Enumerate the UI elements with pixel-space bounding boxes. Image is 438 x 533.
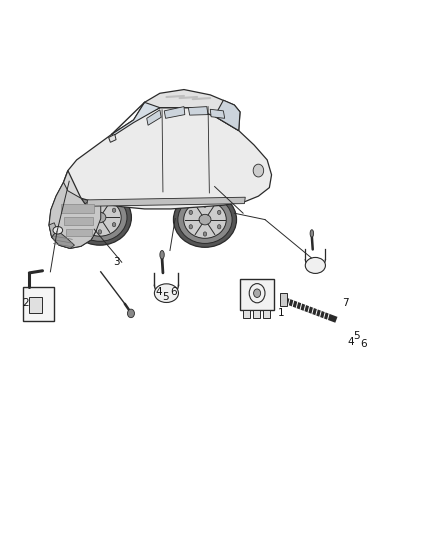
Ellipse shape bbox=[199, 214, 211, 225]
FancyBboxPatch shape bbox=[23, 287, 54, 321]
Ellipse shape bbox=[68, 190, 131, 245]
Polygon shape bbox=[147, 110, 161, 125]
Polygon shape bbox=[49, 182, 101, 248]
Circle shape bbox=[98, 230, 102, 234]
Text: 3: 3 bbox=[113, 257, 120, 267]
Polygon shape bbox=[66, 229, 92, 236]
Text: 5: 5 bbox=[162, 292, 169, 302]
Circle shape bbox=[189, 210, 193, 214]
Circle shape bbox=[112, 208, 116, 212]
Polygon shape bbox=[215, 100, 240, 131]
Text: 6: 6 bbox=[170, 287, 177, 296]
Text: 7: 7 bbox=[342, 298, 348, 308]
Ellipse shape bbox=[160, 251, 164, 259]
Circle shape bbox=[112, 223, 116, 227]
Circle shape bbox=[127, 309, 134, 318]
Text: 6: 6 bbox=[360, 339, 367, 349]
Circle shape bbox=[217, 210, 221, 214]
Ellipse shape bbox=[94, 212, 106, 223]
Polygon shape bbox=[134, 90, 240, 131]
Polygon shape bbox=[49, 223, 57, 237]
Circle shape bbox=[203, 203, 207, 207]
FancyBboxPatch shape bbox=[253, 310, 260, 318]
Ellipse shape bbox=[305, 257, 325, 273]
Ellipse shape bbox=[78, 199, 121, 236]
Polygon shape bbox=[112, 102, 160, 136]
Polygon shape bbox=[109, 134, 116, 142]
Polygon shape bbox=[49, 171, 96, 248]
Text: 1: 1 bbox=[278, 308, 285, 318]
Polygon shape bbox=[64, 108, 272, 209]
FancyBboxPatch shape bbox=[29, 297, 42, 313]
Ellipse shape bbox=[173, 192, 237, 247]
Circle shape bbox=[253, 164, 264, 177]
Text: 4: 4 bbox=[155, 287, 162, 296]
Ellipse shape bbox=[73, 193, 127, 241]
FancyBboxPatch shape bbox=[280, 293, 287, 306]
Ellipse shape bbox=[184, 201, 226, 238]
Polygon shape bbox=[52, 230, 74, 248]
Text: 5: 5 bbox=[353, 331, 360, 341]
Circle shape bbox=[189, 225, 193, 229]
Circle shape bbox=[254, 289, 261, 297]
FancyBboxPatch shape bbox=[243, 310, 250, 318]
Ellipse shape bbox=[154, 284, 178, 303]
Circle shape bbox=[84, 208, 88, 212]
Ellipse shape bbox=[53, 227, 63, 234]
Polygon shape bbox=[210, 109, 225, 118]
FancyBboxPatch shape bbox=[263, 310, 270, 318]
Polygon shape bbox=[64, 217, 93, 225]
Polygon shape bbox=[164, 107, 185, 118]
Ellipse shape bbox=[310, 230, 314, 237]
Circle shape bbox=[98, 201, 102, 205]
Polygon shape bbox=[87, 197, 245, 206]
Text: 4: 4 bbox=[347, 337, 354, 347]
Polygon shape bbox=[188, 107, 208, 115]
FancyBboxPatch shape bbox=[240, 279, 274, 310]
Polygon shape bbox=[61, 204, 94, 213]
Circle shape bbox=[84, 223, 88, 227]
Circle shape bbox=[203, 232, 207, 236]
Text: 2: 2 bbox=[22, 298, 28, 308]
Circle shape bbox=[217, 225, 221, 229]
Ellipse shape bbox=[178, 196, 232, 244]
